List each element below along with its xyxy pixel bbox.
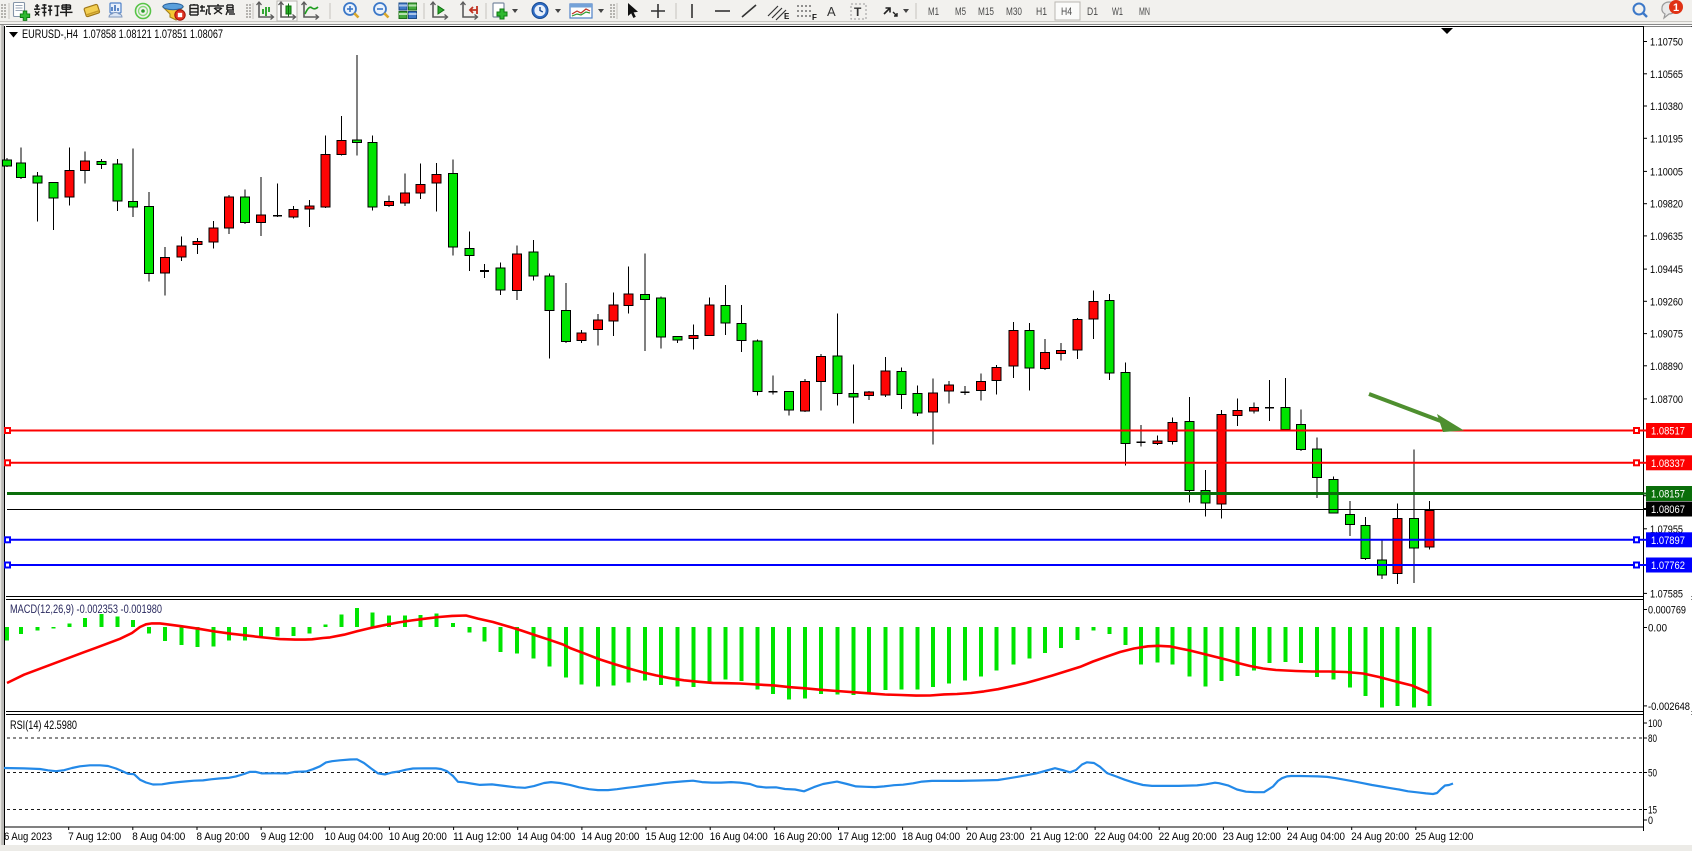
svg-text:9 Aug 12:00: 9 Aug 12:00: [261, 831, 314, 843]
svg-text:22 Aug 20:00: 22 Aug 20:00: [1159, 831, 1217, 843]
svg-text:D1: D1: [1087, 6, 1098, 18]
svg-text:1.08157: 1.08157: [1651, 489, 1685, 501]
svg-text:14 Aug 04:00: 14 Aug 04:00: [517, 831, 575, 843]
svg-text:F: F: [812, 13, 817, 22]
svg-text:1.10380: 1.10380: [1650, 101, 1683, 113]
svg-text:22 Aug 04:00: 22 Aug 04:00: [1095, 831, 1153, 843]
svg-text:10 Aug 04:00: 10 Aug 04:00: [325, 831, 383, 843]
svg-text:14 Aug 20:00: 14 Aug 20:00: [581, 831, 639, 843]
svg-text:M30: M30: [1006, 6, 1022, 18]
svg-text:1.07897: 1.07897: [1651, 535, 1685, 547]
svg-text:EURUSD-,H4 1.07858 1.08121 1.: EURUSD-,H4 1.07858 1.08121 1.07851 1.080…: [22, 29, 223, 41]
svg-text:25 Aug 12:00: 25 Aug 12:00: [1415, 831, 1473, 843]
svg-text:0.00: 0.00: [1648, 623, 1667, 635]
svg-text:16 Aug 04:00: 16 Aug 04:00: [710, 831, 768, 843]
svg-text:MACD(12,26,9) -0.002353 -0.001: MACD(12,26,9) -0.002353 -0.001980: [10, 604, 162, 616]
svg-text:1.09445: 1.09445: [1650, 264, 1683, 276]
svg-text:15 Aug 12:00: 15 Aug 12:00: [646, 831, 704, 843]
svg-text:1.08700: 1.08700: [1650, 394, 1683, 406]
svg-text:7 Aug 12:00: 7 Aug 12:00: [68, 831, 121, 843]
svg-text:21 Aug 12:00: 21 Aug 12:00: [1030, 831, 1088, 843]
svg-text:A: A: [827, 4, 836, 19]
svg-text:M15: M15: [978, 6, 994, 18]
svg-text:E: E: [784, 12, 790, 21]
svg-text:1.07585: 1.07585: [1650, 588, 1683, 600]
svg-text:1.10195: 1.10195: [1650, 133, 1683, 145]
svg-text:8 Aug 04:00: 8 Aug 04:00: [132, 831, 185, 843]
svg-text:10 Aug 20:00: 10 Aug 20:00: [389, 831, 447, 843]
svg-text:T: T: [854, 5, 862, 19]
svg-text:M5: M5: [955, 6, 966, 18]
svg-text:1.09260: 1.09260: [1650, 296, 1683, 308]
svg-text:H1: H1: [1036, 6, 1047, 18]
svg-text:1.08517: 1.08517: [1651, 426, 1685, 438]
svg-text:16 Aug 20:00: 16 Aug 20:00: [774, 831, 832, 843]
svg-text:17 Aug 12:00: 17 Aug 12:00: [838, 831, 896, 843]
svg-text:0: 0: [1648, 815, 1653, 827]
svg-text:H4: H4: [1061, 6, 1072, 18]
svg-text:1.09635: 1.09635: [1650, 231, 1683, 243]
svg-text:1.09075: 1.09075: [1650, 329, 1683, 341]
svg-text:RSI(14) 42.5980: RSI(14) 42.5980: [10, 720, 77, 732]
svg-text:1.10005: 1.10005: [1650, 166, 1683, 178]
svg-text:50: 50: [1648, 768, 1657, 780]
svg-text:1.08337: 1.08337: [1651, 458, 1685, 470]
svg-text:1.10750: 1.10750: [1650, 37, 1683, 49]
svg-text:20 Aug 23:00: 20 Aug 23:00: [966, 831, 1024, 843]
svg-text:23 Aug 12:00: 23 Aug 12:00: [1223, 831, 1281, 843]
svg-text:24 Aug 04:00: 24 Aug 04:00: [1287, 831, 1345, 843]
svg-text:1.09820: 1.09820: [1650, 199, 1683, 211]
svg-text:8 Aug 20:00: 8 Aug 20:00: [197, 831, 250, 843]
svg-text:-0.002648: -0.002648: [1648, 701, 1690, 713]
svg-text:W1: W1: [1112, 6, 1123, 18]
svg-text:0.000769: 0.000769: [1648, 605, 1686, 617]
svg-text:11 Aug 12:00: 11 Aug 12:00: [453, 831, 511, 843]
svg-text:24 Aug 20:00: 24 Aug 20:00: [1351, 831, 1409, 843]
svg-text:15: 15: [1648, 805, 1657, 817]
svg-text:100: 100: [1648, 718, 1662, 730]
svg-text:M1: M1: [928, 6, 939, 18]
svg-text:1: 1: [1673, 2, 1679, 14]
svg-text:1.08067: 1.08067: [1651, 504, 1685, 516]
svg-text:MN: MN: [1139, 6, 1150, 18]
svg-text:1.10565: 1.10565: [1650, 69, 1683, 81]
svg-text:6 Aug 2023: 6 Aug 2023: [4, 831, 52, 843]
svg-text:18 Aug 04:00: 18 Aug 04:00: [902, 831, 960, 843]
svg-text:1.07762: 1.07762: [1651, 560, 1685, 572]
svg-text:80: 80: [1648, 733, 1657, 745]
svg-text:1.08890: 1.08890: [1650, 361, 1683, 373]
